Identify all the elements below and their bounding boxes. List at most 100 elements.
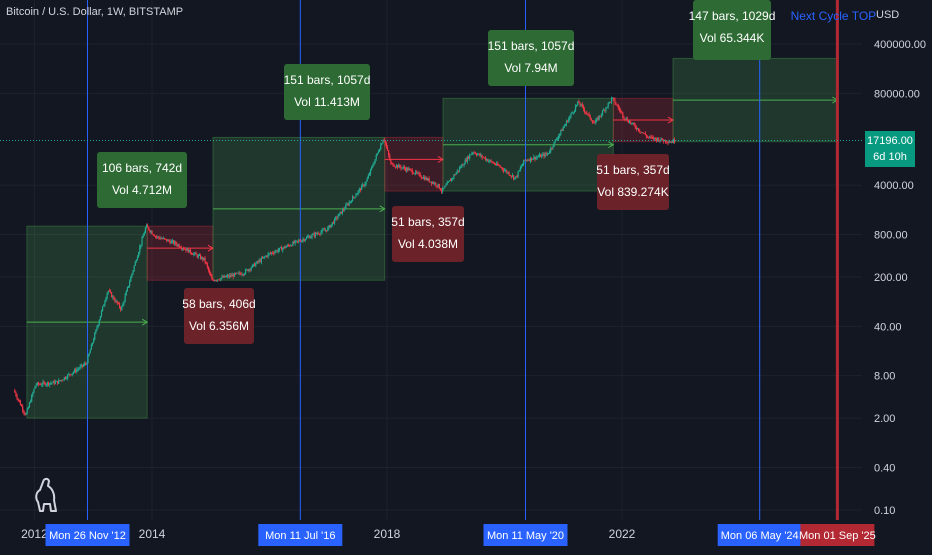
- candle-body: [108, 290, 110, 292]
- candle-body: [487, 159, 489, 162]
- candle-body: [135, 260, 138, 262]
- candle-body: [112, 296, 114, 298]
- candle-body: [268, 253, 270, 254]
- candle-body: [290, 245, 292, 247]
- candle-body: [215, 280, 217, 282]
- candle-body: [167, 239, 169, 242]
- candle-body: [478, 153, 480, 155]
- candle-body: [386, 147, 389, 151]
- candle-body: [458, 167, 461, 171]
- candle-body: [438, 183, 440, 189]
- candle-body: [612, 97, 614, 99]
- candle-body: [304, 239, 306, 241]
- candle-body: [98, 320, 100, 325]
- candle-body: [188, 249, 190, 253]
- candle-body: [14, 390, 16, 393]
- candle-body: [252, 263, 255, 265]
- candle-body: [590, 118, 592, 121]
- tradingview-logo-icon[interactable]: [32, 476, 60, 512]
- candle-body: [579, 103, 581, 106]
- candle-body: [621, 111, 623, 113]
- candle-body: [428, 178, 430, 182]
- candle-body: [358, 188, 360, 191]
- candle-body: [431, 182, 434, 184]
- candle-body: [94, 333, 96, 340]
- candle-body: [665, 139, 667, 142]
- candle-body: [580, 104, 582, 106]
- candle-body: [89, 349, 91, 354]
- candle-body: [449, 180, 452, 182]
- candle-body: [288, 245, 291, 247]
- candle-body: [534, 156, 536, 160]
- candle-body: [211, 276, 213, 280]
- candle-body: [229, 275, 231, 277]
- candle-body: [603, 109, 605, 111]
- candle-body: [628, 121, 631, 123]
- candle-body: [246, 269, 248, 271]
- candle-body: [113, 296, 115, 300]
- candle-body: [103, 304, 105, 307]
- candle-body: [17, 398, 19, 400]
- candle-body: [263, 256, 265, 258]
- candle-body: [568, 118, 570, 122]
- candle-body: [285, 246, 287, 248]
- candle-body: [528, 159, 530, 161]
- candle-body: [663, 139, 666, 142]
- candle-body: [233, 273, 235, 277]
- candle-body: [350, 201, 353, 203]
- candle-body: [104, 301, 106, 305]
- candle-body: [55, 380, 58, 382]
- candle-body: [502, 169, 505, 171]
- candle-body: [196, 254, 198, 258]
- candle-body: [421, 177, 423, 179]
- candle-body: [523, 159, 525, 165]
- candle-body: [150, 231, 152, 233]
- candle-body: [588, 113, 590, 115]
- candle-body: [372, 165, 374, 167]
- candle-body: [122, 303, 124, 307]
- candle-body: [658, 138, 660, 142]
- candle-body: [515, 176, 517, 178]
- cycle-date-badge: [45, 524, 130, 546]
- candle-body: [71, 373, 73, 375]
- candle-body: [192, 253, 194, 255]
- candle-body: [649, 136, 651, 138]
- date-badge-text: Mon 26 Nov '12: [49, 530, 126, 542]
- candle-body: [604, 109, 606, 111]
- candle-body: [483, 157, 485, 159]
- candle-body: [56, 380, 59, 384]
- candle-body: [171, 240, 174, 242]
- candle-body: [202, 257, 204, 260]
- candle-body: [474, 152, 476, 155]
- candle-body: [28, 402, 31, 408]
- y-tick-label: 400000.00: [874, 39, 926, 51]
- candle-body: [645, 134, 648, 137]
- candle-body: [424, 177, 426, 180]
- candle-body: [210, 272, 212, 277]
- measure-volume-text: Vol 11.413M: [294, 95, 360, 109]
- candle-body: [351, 196, 354, 202]
- currency-label[interactable]: USD: [876, 9, 900, 21]
- candle-body: [640, 131, 642, 133]
- candle-body: [217, 279, 220, 281]
- candle-body: [156, 236, 158, 238]
- candle-body: [538, 154, 541, 157]
- candle-body: [299, 240, 301, 242]
- candle-body: [508, 172, 510, 176]
- candle-body: [120, 307, 122, 310]
- bull-measure-label-box: [284, 64, 370, 120]
- candle-body: [540, 154, 542, 158]
- candle-body: [238, 272, 240, 274]
- candle-body: [570, 113, 572, 117]
- candle-body: [144, 227, 147, 233]
- candle-body: [622, 112, 624, 117]
- measure-bars-text: 51 bars, 357d: [596, 163, 669, 177]
- candle-body: [165, 238, 167, 240]
- bull-measure-label-box: [97, 152, 187, 208]
- candle-body: [78, 368, 80, 370]
- candle-body: [243, 273, 246, 275]
- candle-body: [320, 231, 322, 235]
- candle-body: [591, 120, 594, 123]
